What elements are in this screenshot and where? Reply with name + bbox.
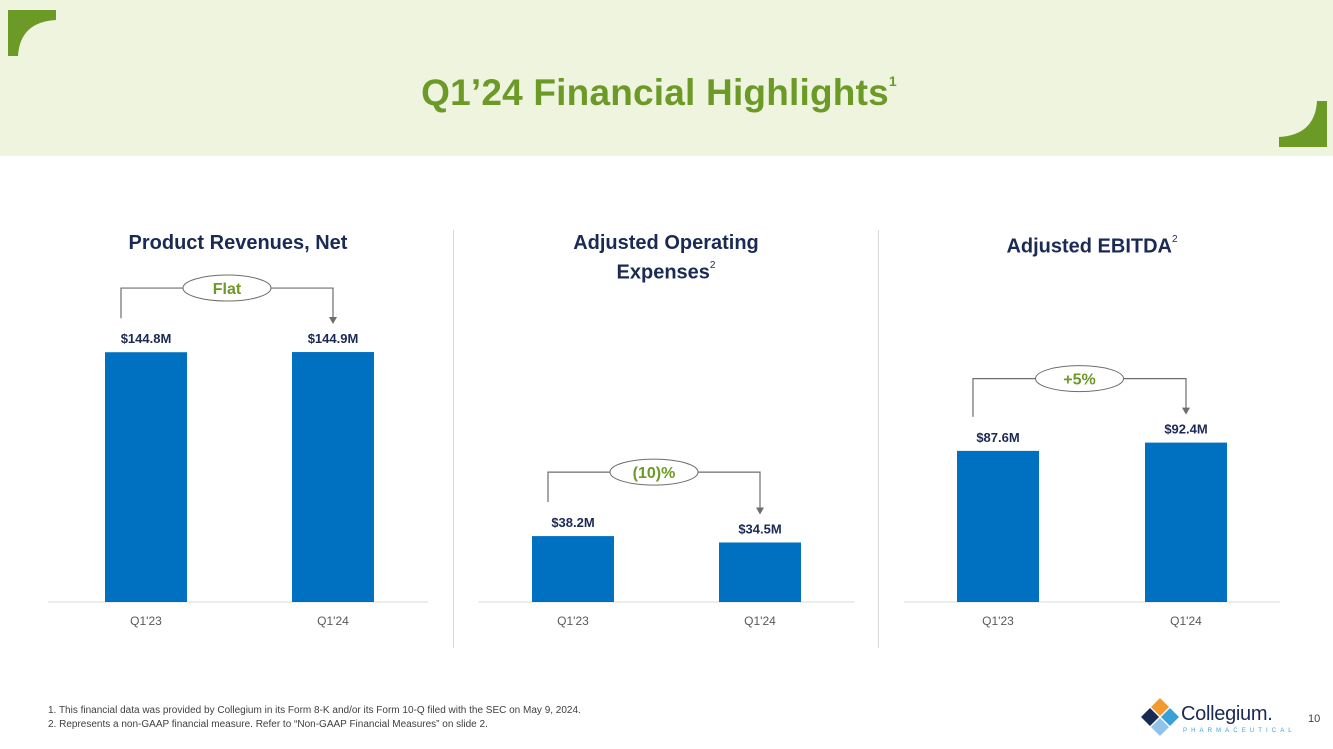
- title-footnote-ref: 1: [888, 72, 897, 89]
- chart-2-change-badge: [609, 458, 699, 486]
- chart-1-tick-label-2: Q1'24: [317, 614, 349, 628]
- footnote-2: 2. Represents a non-GAAP financial measu…: [48, 719, 488, 730]
- chart-2-value-label-1: $38.2M: [551, 515, 594, 530]
- chart-3-bar-2: [1145, 442, 1227, 602]
- chart-1-tick-label-1: Q1'23: [130, 614, 162, 628]
- chart-title-adjusted-operating-expenses: Adjusted Operating Expenses2: [573, 232, 759, 284]
- chart-2-bar-1: [532, 536, 614, 602]
- page-number: 10: [1308, 713, 1321, 725]
- chart-3-tick-label-1: Q1'23: [982, 614, 1014, 628]
- corner-accent-top-left: [8, 10, 56, 56]
- chart-3-change-arrow-icon: [1182, 407, 1190, 415]
- chart-1-bar-2: [292, 352, 374, 602]
- chart-title-adjusted-ebitda: Adjusted EBITDA2: [1006, 234, 1178, 258]
- chart-1-change-arrow-icon: [329, 317, 337, 325]
- collegium-logo: Collegium. PHARMACEUTICAL: [1140, 697, 1292, 737]
- chart-3-change-label: +5%: [1063, 372, 1095, 389]
- chart-1-change-badge: [182, 274, 272, 302]
- panel-divider-2: [878, 230, 879, 648]
- corner-accent-bottom-right: [1279, 101, 1327, 147]
- chart-3-value-label-1: $87.6M: [976, 430, 1019, 445]
- footnote-1: 1. This financial data was provided by C…: [48, 705, 581, 716]
- chart-2-tick-label-2: Q1'24: [744, 614, 776, 628]
- chart-2-bar-2: [719, 542, 801, 602]
- chart-2-value-label-2: $34.5M: [738, 521, 781, 536]
- chart-2-change-arrow-icon: [756, 507, 764, 515]
- footnotes: 1. This financial data was provided by C…: [48, 704, 581, 732]
- chart-1-change-label: Flat: [213, 281, 242, 298]
- chart-1-value-label-2: $144.9M: [308, 331, 359, 346]
- chart-2-change-label: (10)%: [633, 465, 676, 482]
- chart-3-tick-label-2: Q1'24: [1170, 614, 1202, 628]
- header-banner: [0, 0, 1333, 156]
- chart-3-change-badge: [1035, 365, 1124, 393]
- chart-2-tick-label-1: Q1'23: [557, 614, 589, 628]
- collegium-logo-mark-icon: [1141, 698, 1179, 736]
- chart-3-value-label-2: $92.4M: [1164, 422, 1207, 437]
- logo-tagline: PHARMACEUTICAL: [1183, 728, 1296, 734]
- chart-3-bar-1: [957, 450, 1039, 602]
- chart-1-bar-1: [105, 352, 187, 602]
- slide-title: Q1’24 Financial Highlights1: [421, 72, 897, 113]
- panel-divider-1: [453, 230, 454, 648]
- chart-1-value-label-1: $144.8M: [121, 331, 172, 346]
- logo-wordmark: Collegium.: [1181, 703, 1273, 725]
- chart-title-product-revenues: Product Revenues, Net: [128, 232, 348, 254]
